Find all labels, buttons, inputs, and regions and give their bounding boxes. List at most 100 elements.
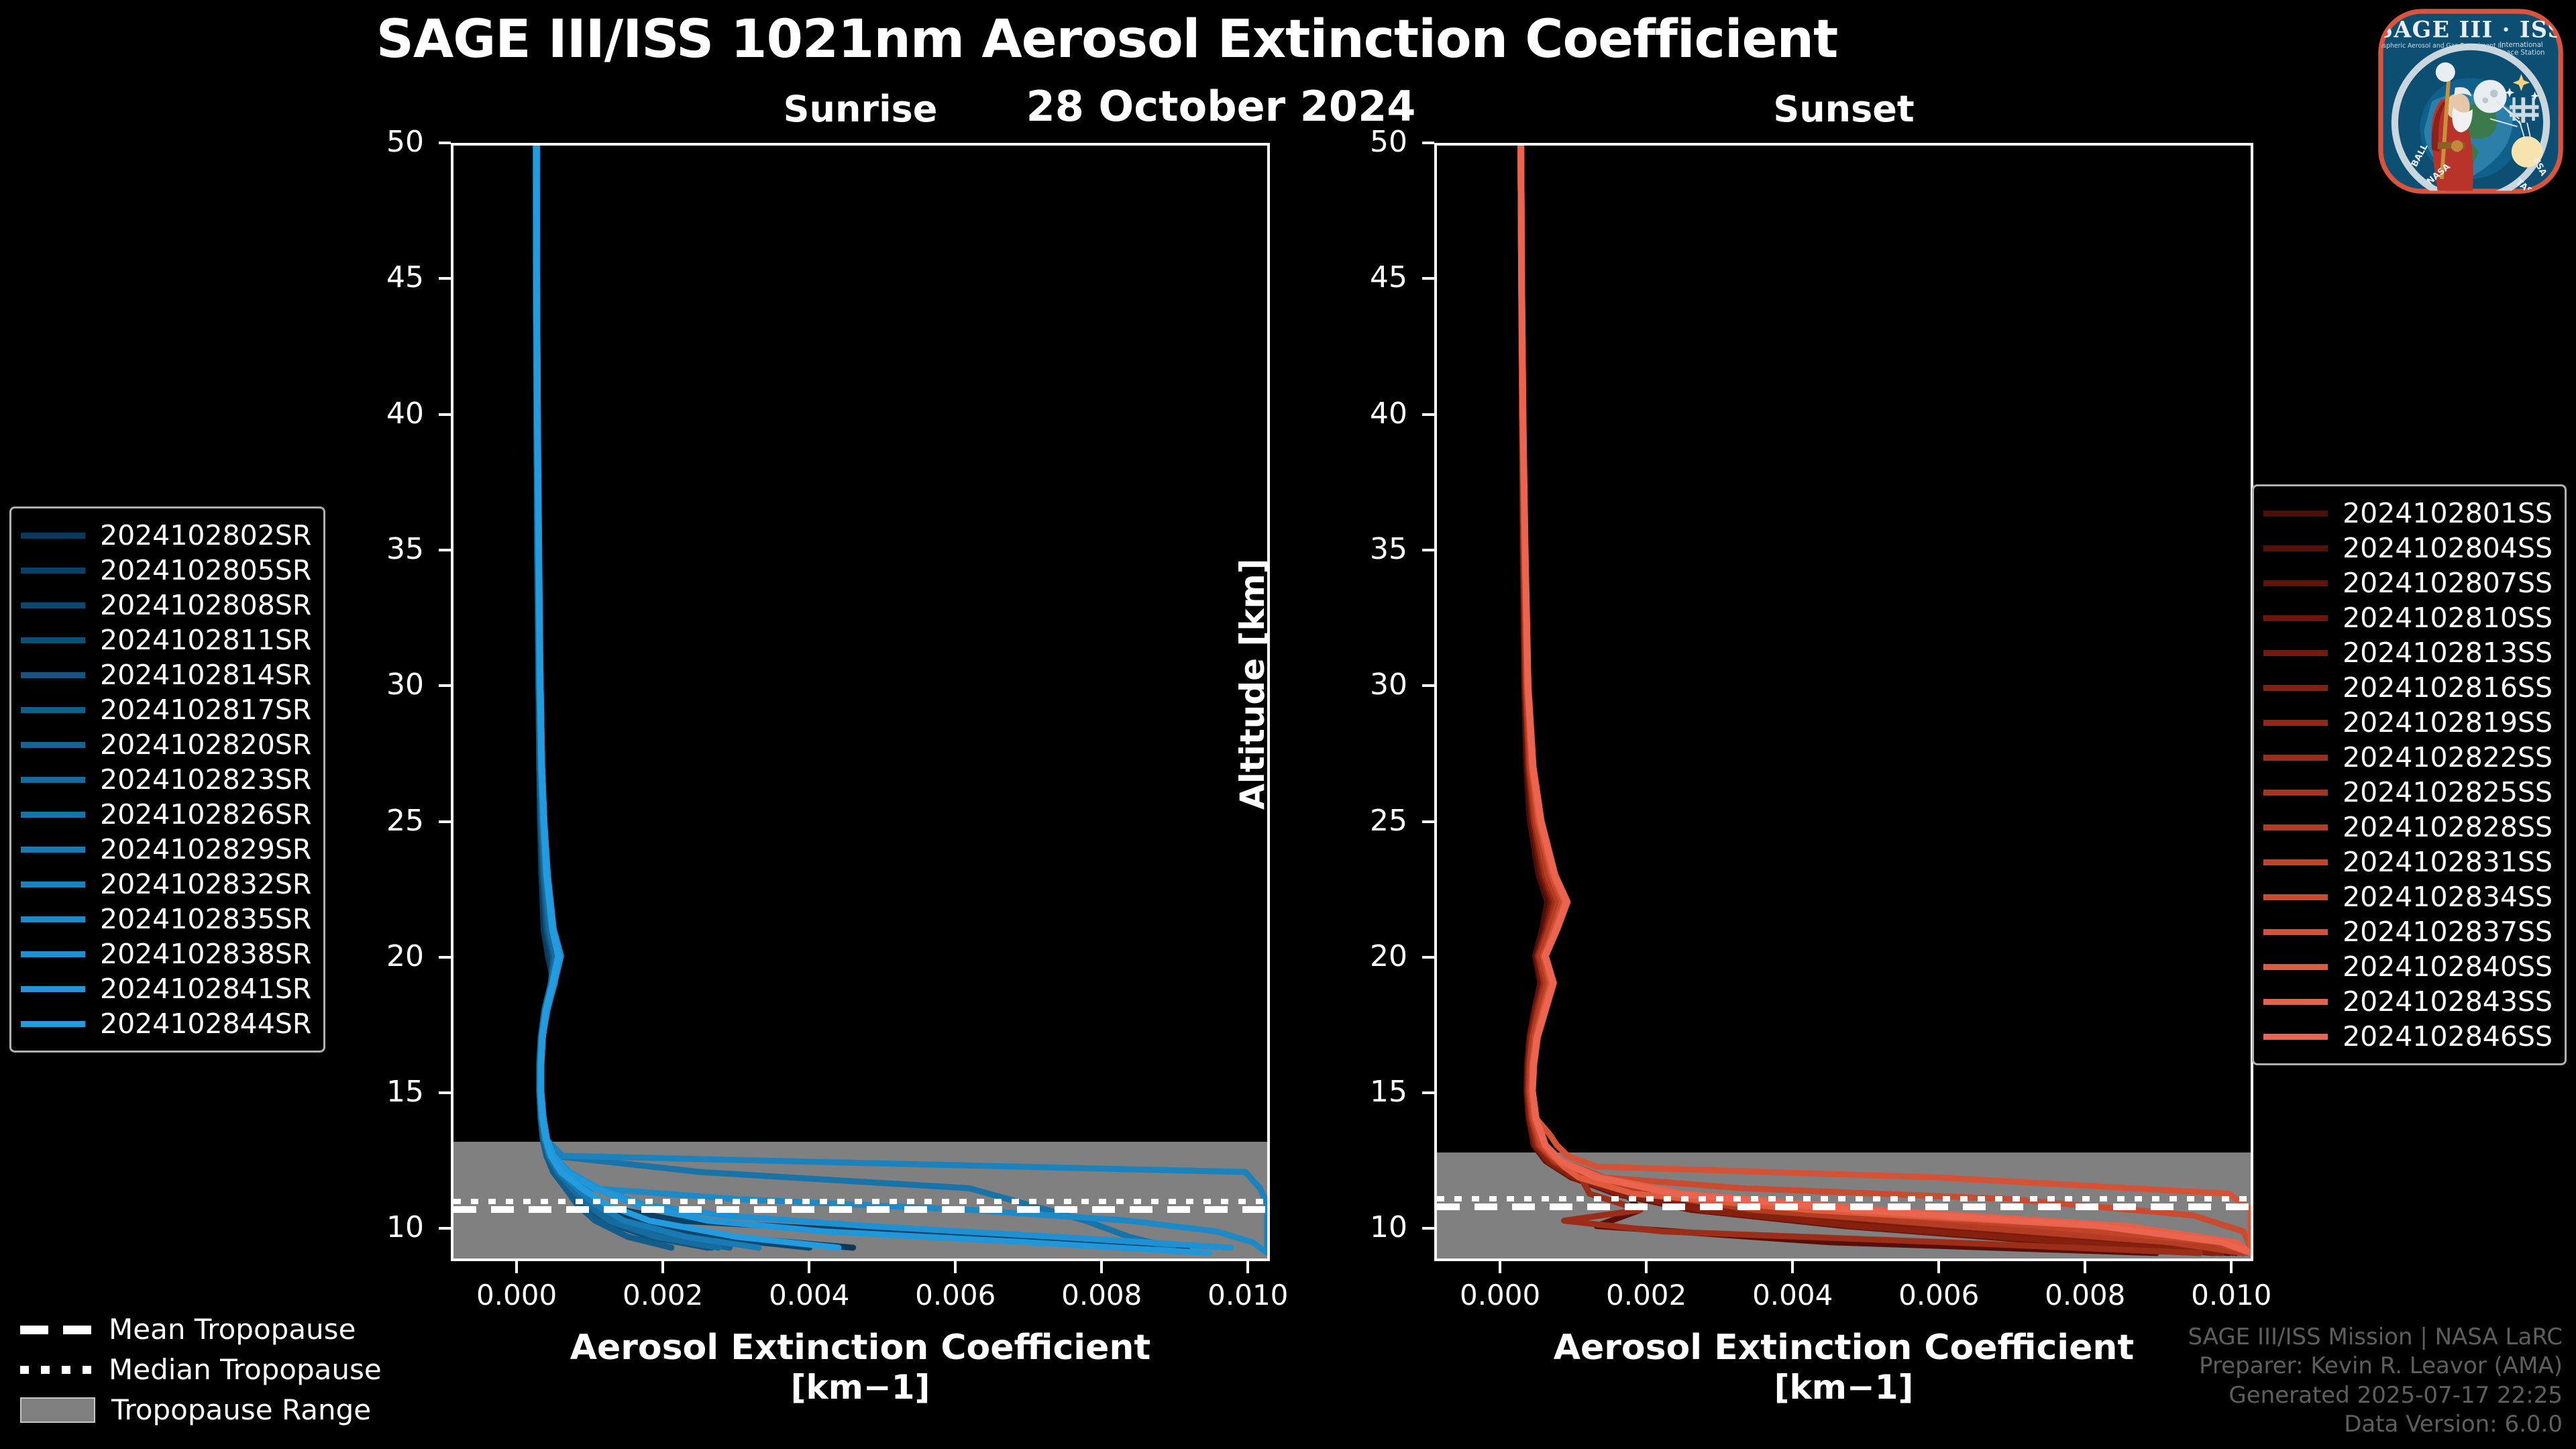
legend-item[interactable]: 2024102823SR [21, 762, 311, 797]
profile-line [532, 146, 722, 1251]
x-axis-tick-label: 0.006 [1898, 1279, 1980, 1311]
legend-sunrise[interactable]: 2024102802SR 2024102805SR 2024102808SR 2024… [9, 506, 326, 1053]
legend-item[interactable]: 2024102843SS [2263, 984, 2553, 1019]
x-axis-tick [1246, 1261, 1250, 1273]
legend-item[interactable]: 2024102831SS [2263, 845, 2553, 879]
legend-color-swatch [21, 602, 85, 608]
legend-item-label: 2024102846SS [2343, 1020, 2553, 1053]
legend-item[interactable]: 2024102838SR [21, 936, 311, 971]
x-axis-tick-label: 0.008 [1061, 1279, 1142, 1311]
legend-item[interactable]: 2024102829SR [21, 832, 311, 867]
legend-item[interactable]: 2024102844SR [21, 1006, 311, 1041]
profile-line [1518, 146, 2239, 1256]
sunset-panel-title: Sunset [1773, 88, 1915, 130]
date-subtitle: 28 October 2024 [1026, 82, 1416, 131]
profile-line [533, 146, 857, 1251]
legend-item[interactable]: 2024102820SR [21, 727, 311, 762]
y-axis-tick-label: 50 [1370, 125, 1407, 159]
profile-line [1518, 146, 2251, 1256]
legend-item[interactable]: 2024102805SR [21, 553, 311, 588]
legend-item[interactable]: 2024102819SS [2263, 705, 2553, 740]
legend-item[interactable]: 2024102816SS [2263, 670, 2553, 705]
legend-item[interactable]: 2024102810SS [2263, 600, 2553, 635]
x-axis-label: Aerosol Extinction Coefficient [km−1] [451, 1328, 1270, 1407]
profile-line [533, 146, 813, 1251]
filled-band-icon [20, 1397, 95, 1423]
x-axis-tick [2230, 1261, 2233, 1273]
legend-item[interactable]: 2024102802SR [21, 518, 311, 553]
legend-item[interactable]: 2024102822SS [2263, 740, 2553, 775]
median-tropopause-line [453, 1198, 1267, 1204]
profile-line [1517, 146, 2251, 1256]
profile-line [533, 146, 733, 1251]
profile-line [1517, 146, 2251, 1256]
dotted-line-icon [20, 1366, 93, 1374]
legend-sunset[interactable]: 2024102801SS 2024102804SS 2024102807SS 2024… [2252, 484, 2567, 1065]
legend-item[interactable]: 2024102801SS [2263, 496, 2553, 531]
legend-item[interactable]: 2024102817SR [21, 692, 311, 727]
profile-line [533, 146, 1267, 1256]
x-axis-tick-label: 0.000 [476, 1279, 557, 1311]
y-axis-tick [439, 684, 451, 688]
x-axis-tick [954, 1261, 957, 1273]
profile-line [1517, 146, 2247, 1256]
legend-color-swatch [2263, 928, 2328, 935]
y-axis-tick [1422, 277, 1434, 280]
legend-item-label: 2024102828SS [2343, 810, 2553, 843]
legend-item[interactable]: 2024102832SR [21, 867, 311, 902]
legend-color-swatch [21, 916, 85, 922]
legend-item[interactable]: 2024102808SR [21, 588, 311, 623]
x-axis-tick-label: 0.004 [769, 1279, 850, 1311]
legend-item-label: 2024102831SS [2343, 845, 2553, 878]
y-axis-tick [1422, 142, 1434, 144]
legend-item[interactable]: 2024102834SS [2263, 879, 2553, 914]
legend-item[interactable]: 2024102807SS [2263, 566, 2553, 600]
sunrise-panel-title: Sunrise [783, 88, 938, 130]
plot-area-sunrise [451, 143, 1270, 1261]
profile-line [532, 146, 1191, 1251]
legend-item[interactable]: 2024102804SS [2263, 531, 2553, 566]
legend-color-swatch [21, 811, 85, 818]
x-axis-tick [1937, 1261, 1941, 1273]
legend-item[interactable]: 2024102840SS [2263, 949, 2553, 984]
y-axis-tick [1422, 820, 1434, 823]
legend-color-swatch [2263, 719, 2328, 726]
profile-line [1518, 146, 2251, 1256]
legend-item-label: 2024102819SS [2343, 706, 2553, 739]
legend-item[interactable]: 2024102811SR [21, 623, 311, 657]
profile-line [534, 146, 1234, 1251]
y-axis-tick-label: 45 [1370, 260, 1407, 295]
legend-item-label: 2024102816SS [2343, 671, 2553, 704]
x-axis-tick [2084, 1261, 2087, 1273]
attribution-data-version: Data Version: 6.0.0 [2344, 1411, 2563, 1438]
profile-line [1518, 146, 2251, 1256]
legend-item[interactable]: 2024102835SR [21, 902, 311, 936]
legend-item[interactable]: 2024102813SS [2263, 635, 2553, 670]
legend-item[interactable]: 2024102841SR [21, 971, 311, 1006]
x-axis-tick [515, 1261, 519, 1273]
y-axis-tick-label: 15 [386, 1075, 424, 1110]
legend-item[interactable]: 2024102825SS [2263, 775, 2553, 810]
mean-tropopause-line [1437, 1203, 2251, 1211]
legend-item[interactable]: 2024102826SR [21, 797, 311, 832]
profile-line [533, 146, 762, 1251]
x-axis-tick-label: 0.004 [1752, 1279, 1833, 1311]
x-axis-tick-label: 0.002 [623, 1279, 704, 1311]
y-axis-label: Altitude [km] [1233, 557, 1272, 810]
legend-color-swatch [21, 672, 85, 678]
y-axis-tick-label: 30 [1370, 667, 1407, 702]
legend-item-label: 2024102804SS [2343, 531, 2553, 564]
page-title: SAGE III/ISS 1021nm Aerosol Extinction C… [376, 9, 1839, 70]
x-axis-unit-text: [km−1] [1774, 1367, 1914, 1407]
y-axis-tick [439, 1227, 451, 1230]
legend-color-swatch [2263, 545, 2328, 551]
legend-item[interactable]: 2024102846SS [2263, 1019, 2553, 1054]
attribution-block: SAGE III/ISS Mission | NASA LaRC Prepare… [2188, 1323, 2563, 1440]
legend-color-swatch [2263, 649, 2328, 656]
x-axis-label-text: Aerosol Extinction Coefficient [1553, 1328, 2135, 1368]
legend-item[interactable]: 2024102828SS [2263, 810, 2553, 845]
legend-item[interactable]: 2024102814SR [21, 657, 311, 692]
legend-item-label: 2024102814SR [100, 658, 312, 691]
legend-label-median-tropopause: Median Tropopause [109, 1353, 382, 1386]
legend-item[interactable]: 2024102837SS [2263, 914, 2553, 949]
